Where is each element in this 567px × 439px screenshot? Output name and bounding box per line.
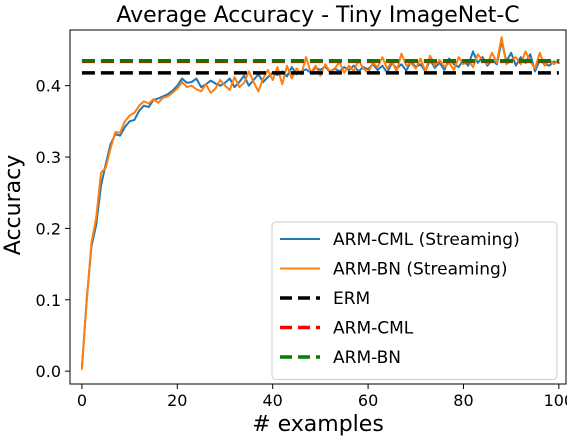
x-tick-label: 40	[263, 391, 283, 410]
plot-frame	[69, 29, 567, 385]
axis-ticks: 0 20 40 60 80 100 0.0 0.1 0.2 0.3 0.4	[36, 77, 567, 410]
y-tick-label: 0.2	[36, 219, 61, 238]
series-line-arm-cml-streaming	[80, 40, 560, 369]
chart-title: Average Accuracy - Tiny ImageNet-C	[116, 3, 519, 28]
x-tick-label: 100	[544, 391, 567, 410]
y-axis-title: Accuracy	[1, 155, 26, 255]
legend-box	[271, 221, 558, 380]
x-axis-title: # examples	[252, 412, 384, 437]
x-tick-label: 20	[167, 391, 187, 410]
plot-area	[80, 36, 560, 371]
legend-label-erm: ERM	[333, 289, 370, 309]
y-tick-label: 0.0	[36, 362, 61, 381]
x-tick-label: 60	[358, 391, 378, 410]
legend: ARM-CML (Streaming) ARM-BN (Streaming) ERM…	[271, 221, 558, 380]
legend-label-arm-cml: ARM-CML	[333, 319, 414, 339]
legend-label-arm-bn-streaming: ARM-BN (Streaming)	[333, 260, 507, 280]
y-tick-label: 0.4	[36, 77, 61, 96]
series-line-arm-bn-streaming	[80, 36, 560, 371]
legend-label-arm-cml-streaming: ARM-CML (Streaming)	[333, 230, 520, 250]
legend-label-arm-bn: ARM-BN	[333, 348, 401, 368]
x-tick-label: 0	[77, 391, 87, 410]
y-tick-label: 0.1	[36, 291, 61, 310]
x-tick-label: 80	[453, 391, 473, 410]
y-tick-label: 0.3	[36, 148, 61, 167]
